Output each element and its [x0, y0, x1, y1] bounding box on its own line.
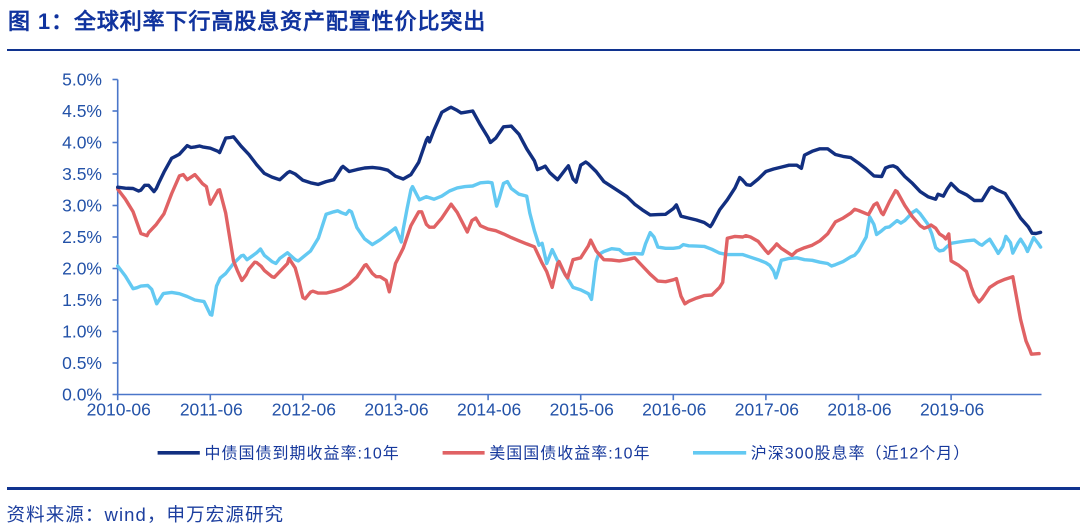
- svg-text:2015-06: 2015-06: [550, 400, 614, 420]
- svg-text:2013-06: 2013-06: [364, 400, 428, 420]
- svg-text:4.5%: 4.5%: [62, 101, 102, 121]
- svg-text:3.5%: 3.5%: [62, 164, 102, 184]
- svg-text:沪深300股息率（近12个月）: 沪深300股息率（近12个月）: [751, 445, 971, 463]
- svg-text:5.0%: 5.0%: [62, 70, 102, 90]
- svg-text:2017-06: 2017-06: [735, 400, 799, 420]
- svg-text:2019-06: 2019-06: [920, 400, 984, 420]
- svg-text:1.5%: 1.5%: [62, 290, 102, 310]
- svg-text:2016-06: 2016-06: [642, 400, 706, 420]
- svg-text:2.5%: 2.5%: [62, 227, 102, 247]
- svg-text:0.0%: 0.0%: [62, 385, 102, 405]
- svg-text:2018-06: 2018-06: [827, 400, 891, 420]
- svg-text:中债国债到期收益率:10年: 中债国债到期收益率:10年: [205, 445, 400, 463]
- svg-text:2010-06: 2010-06: [87, 400, 151, 420]
- svg-text:美国国债收益率:10年: 美国国债收益率:10年: [489, 445, 650, 463]
- svg-text:1.0%: 1.0%: [62, 322, 102, 342]
- svg-text:2.0%: 2.0%: [62, 259, 102, 279]
- svg-text:2014-06: 2014-06: [457, 400, 521, 420]
- svg-text:0.5%: 0.5%: [62, 353, 102, 373]
- svg-text:2012-06: 2012-06: [272, 400, 336, 420]
- svg-text:4.0%: 4.0%: [62, 133, 102, 153]
- svg-text:2011-06: 2011-06: [180, 400, 243, 420]
- svg-text:3.0%: 3.0%: [62, 196, 102, 216]
